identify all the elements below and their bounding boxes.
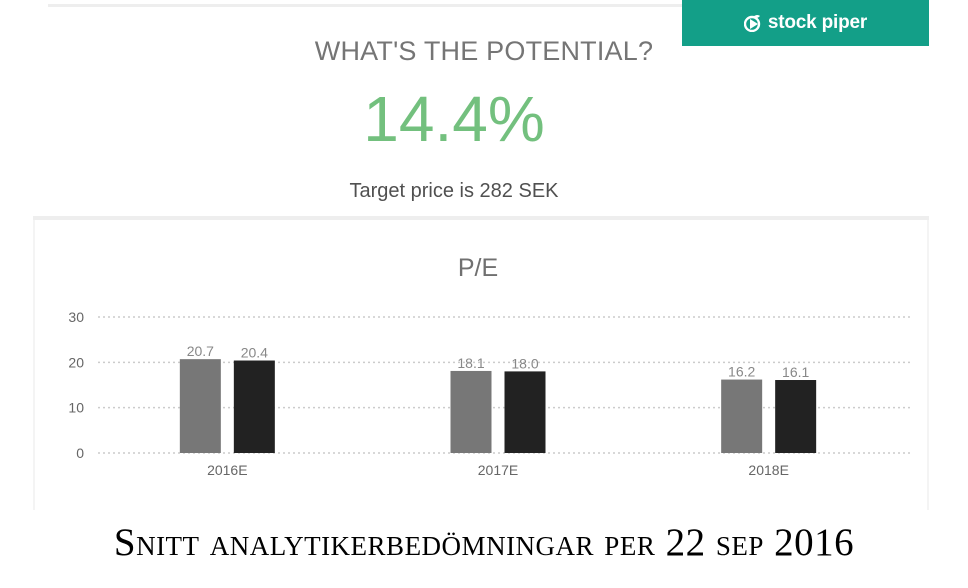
data-label: 20.7 xyxy=(187,343,214,359)
y-tick-label: 10 xyxy=(68,400,84,416)
target-price: Target price is 282 SEK xyxy=(349,180,559,202)
bar xyxy=(450,370,492,453)
data-label: 16.1 xyxy=(782,364,809,380)
bar xyxy=(504,371,546,453)
potential-value: 14.4% xyxy=(363,83,545,155)
x-tick-label: 2017E xyxy=(478,462,518,478)
play-leaf-icon xyxy=(743,14,762,33)
y-tick-label: 20 xyxy=(68,354,84,370)
chart-title: P/E xyxy=(457,254,499,282)
y-tick-label: 30 xyxy=(68,309,84,325)
section-divider xyxy=(33,216,929,220)
potential-title: WHAT'S THE POTENTIAL? xyxy=(314,36,654,66)
y-tick-label: 0 xyxy=(76,445,84,461)
top-divider xyxy=(48,4,682,7)
logo-text: stock piper xyxy=(767,12,868,33)
card-edge-left xyxy=(33,220,35,510)
x-tick-label: 2018E xyxy=(748,462,788,478)
caption: Snitt analytikerbedömningar per 22 sep 2… xyxy=(113,521,855,564)
data-label: 16.2 xyxy=(728,364,755,380)
x-tick-label: 2016E xyxy=(207,462,247,478)
bar xyxy=(233,360,275,453)
card-edge-right xyxy=(927,220,929,510)
bar xyxy=(721,379,763,453)
data-label: 18.1 xyxy=(457,355,484,371)
data-label: 18.0 xyxy=(511,355,538,371)
data-label: 20.4 xyxy=(241,345,268,361)
bar xyxy=(775,380,817,453)
stock-piper-logo[interactable]: stock piper xyxy=(682,0,929,46)
pe-bar-chart: 0 10 20 30 20.7 20.4 2016E 18.1 18.0 2017E 16.2 16.… xyxy=(68,309,910,478)
bar xyxy=(179,359,221,453)
